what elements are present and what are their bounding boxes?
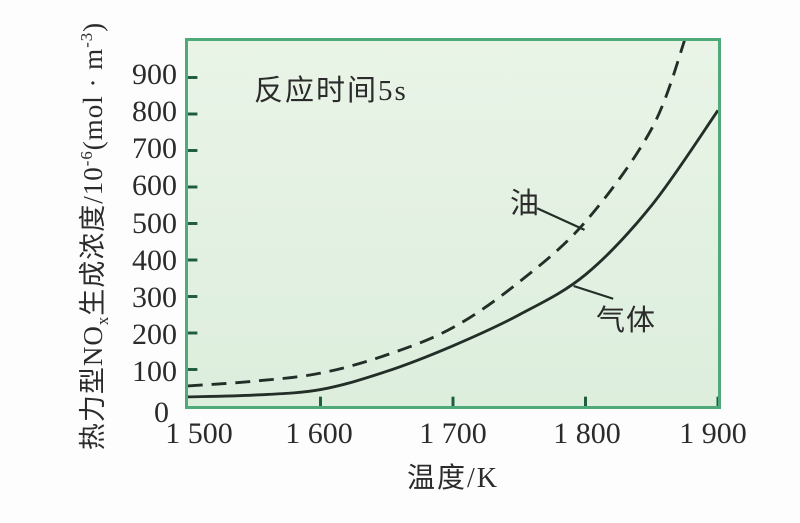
curves-svg — [188, 41, 718, 406]
y-tick-label: 400 — [132, 243, 177, 277]
y-axis-title-part: ) — [77, 21, 108, 32]
oil-curve — [188, 41, 686, 388]
x-tick-label: 1 900 — [679, 417, 747, 450]
reaction-time-annotation: 反应时间5s — [254, 75, 408, 107]
x-tick-label: 1 800 — [553, 417, 621, 450]
y-axis-title-part: -3 — [76, 31, 96, 48]
leader-line — [536, 207, 585, 231]
y-tick-label: 500 — [132, 206, 177, 240]
y-tick-label: 300 — [132, 280, 177, 314]
y-axis-title-part: 热力型NO — [77, 325, 108, 451]
y-tick-label: 100 — [132, 354, 177, 388]
y-axis-title-part: -6 — [76, 150, 96, 167]
gas-curve-label: 气体 — [596, 305, 657, 337]
x-axis-title: 温度/K — [406, 463, 500, 494]
y-tick-label: 700 — [132, 132, 177, 166]
oil-curve-label: 油 — [510, 188, 541, 220]
x-tick-label: 1 700 — [419, 417, 487, 450]
plot-area: 反应时间5s 油 气体 — [185, 38, 721, 409]
x-tick-label: 1 500 — [165, 417, 233, 450]
y-tick-label: 800 — [132, 95, 177, 129]
y-tick-label: 200 — [132, 317, 177, 351]
leader-line — [573, 284, 614, 300]
y-axis-title-part: (mol · m — [77, 47, 108, 151]
gas-curve — [188, 109, 718, 399]
y-tick-label: 600 — [132, 169, 177, 203]
label-leader-lines — [536, 207, 614, 300]
x-tick-label: 1 600 — [285, 417, 353, 450]
y-tick-label: 900 — [132, 58, 177, 92]
y-tick-label: 0 — [154, 396, 169, 429]
y-axis-title-part: 生成浓度/10 — [77, 166, 108, 316]
axis-tick-marks — [188, 76, 718, 406]
